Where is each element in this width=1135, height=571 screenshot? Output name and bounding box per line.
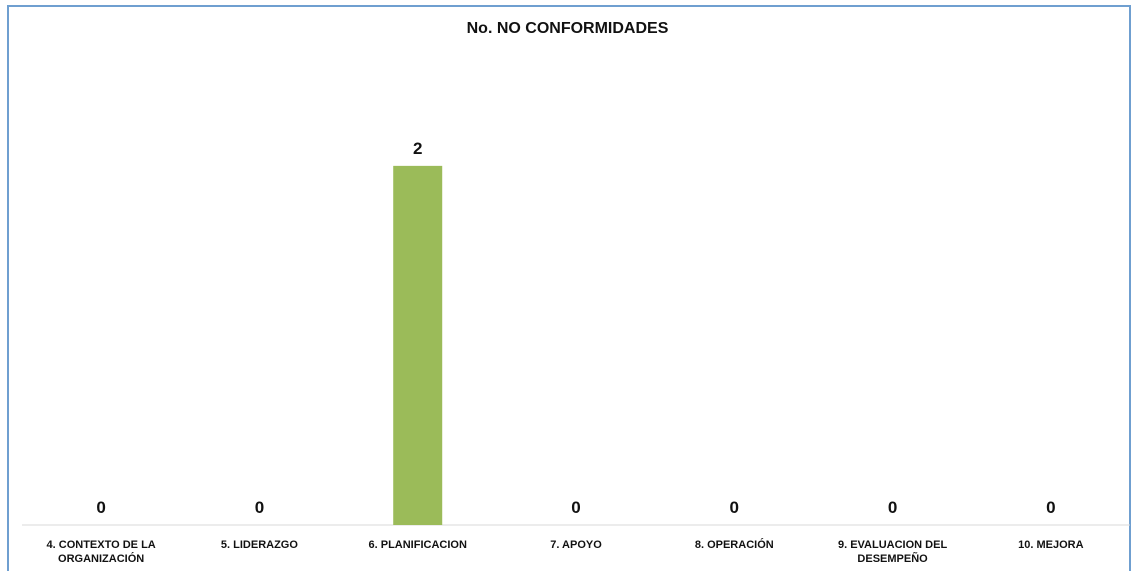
x-tick-label: 7. APOYO	[550, 539, 602, 551]
data-label: 0	[571, 498, 580, 517]
chart-title: No. NO CONFORMIDADES	[466, 20, 669, 37]
x-tick-label: 6. PLANIFICACION	[369, 539, 467, 551]
bar	[393, 165, 443, 525]
data-label: 0	[888, 498, 897, 517]
x-tick-label: 10. MEJORA	[1018, 539, 1083, 551]
x-tick-label: 5. LIDERAZGO	[221, 539, 298, 551]
data-label: 0	[1046, 498, 1055, 517]
data-label: 0	[255, 498, 264, 517]
data-label: 0	[730, 498, 739, 517]
data-label: 2	[413, 139, 422, 158]
x-tick-label: 9. EVALUACION DEL DESEMPEÑO	[838, 539, 947, 565]
chart-frame	[7, 5, 1131, 571]
data-label: 0	[96, 498, 105, 517]
x-tick-label: 8. OPERACIÓN	[695, 538, 774, 551]
x-tick-label: 4. CONTEXTO DE LA ORGANIZACIÓN	[47, 539, 156, 565]
